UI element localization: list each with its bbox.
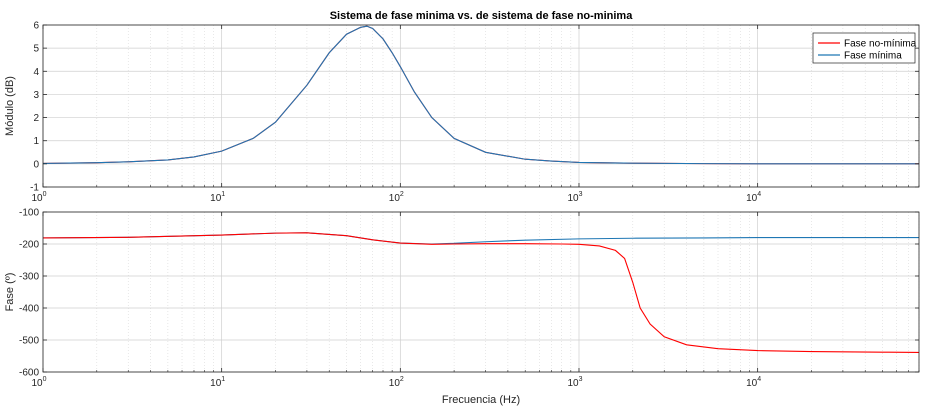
y-tick-label: 0 bbox=[33, 159, 39, 170]
y-tick-label: -200 bbox=[19, 240, 39, 251]
legend-label: Fase mínima bbox=[844, 51, 902, 62]
axes-box bbox=[42, 211, 920, 373]
ticks: -600 -500 -400 -300 -200 -100 100 101 102 103 104 bbox=[19, 208, 920, 389]
x-tick-label: 102 bbox=[389, 376, 404, 389]
x-tick-label: 103 bbox=[567, 191, 582, 204]
y-tick-label: -300 bbox=[19, 272, 39, 283]
axes-box bbox=[42, 24, 920, 188]
y-axis-label: Módulo (dB) bbox=[4, 76, 16, 136]
x-tick-label: 103 bbox=[567, 376, 582, 389]
y-tick-label: -500 bbox=[19, 336, 39, 347]
y-axis-label: Fase (º) bbox=[4, 273, 16, 312]
magnitude-plot: -1 0 1 2 3 4 5 6 100 101 102 103 104 Módulo (dB) Siste… bbox=[4, 10, 920, 204]
y-tick-label: -400 bbox=[19, 304, 39, 315]
x-tick-label: 100 bbox=[31, 191, 46, 204]
y-tick-label: -1 bbox=[30, 183, 39, 194]
chart-title: Sistema de fase minima vs. de sistema de… bbox=[330, 10, 634, 22]
y-tick-label: 4 bbox=[33, 67, 39, 78]
x-axis-label: Frecuencia (Hz) bbox=[442, 394, 520, 406]
y-tick-label: 1 bbox=[33, 136, 39, 147]
plot-background bbox=[43, 25, 919, 187]
y-tick-label: 2 bbox=[33, 113, 39, 124]
phase-plot: -600 -500 -400 -300 -200 -100 100 101 102 103 104 F… bbox=[4, 208, 920, 406]
x-tick-label: 104 bbox=[746, 191, 761, 204]
x-tick-label: 101 bbox=[210, 191, 225, 204]
legend-box bbox=[812, 32, 916, 64]
x-tick-label: 104 bbox=[746, 376, 761, 389]
ticks: -1 0 1 2 3 4 5 6 100 101 102 103 104 bbox=[30, 21, 920, 204]
x-tick-label: 100 bbox=[31, 376, 46, 389]
series-line-fase-m-nima bbox=[42, 25, 919, 165]
y-tick-label: 3 bbox=[33, 90, 39, 101]
plot-background bbox=[43, 212, 919, 372]
y-tick-label: -600 bbox=[19, 368, 39, 379]
y-tick-label: 5 bbox=[33, 44, 39, 55]
y-tick-label: 6 bbox=[33, 21, 39, 32]
x-tick-label: 101 bbox=[210, 376, 225, 389]
legend-label: Fase no-mínima bbox=[844, 39, 917, 50]
x-tick-label: 102 bbox=[389, 191, 404, 204]
series-line-fase-no-m-nima bbox=[42, 232, 920, 354]
y-tick-label: -100 bbox=[19, 208, 39, 219]
